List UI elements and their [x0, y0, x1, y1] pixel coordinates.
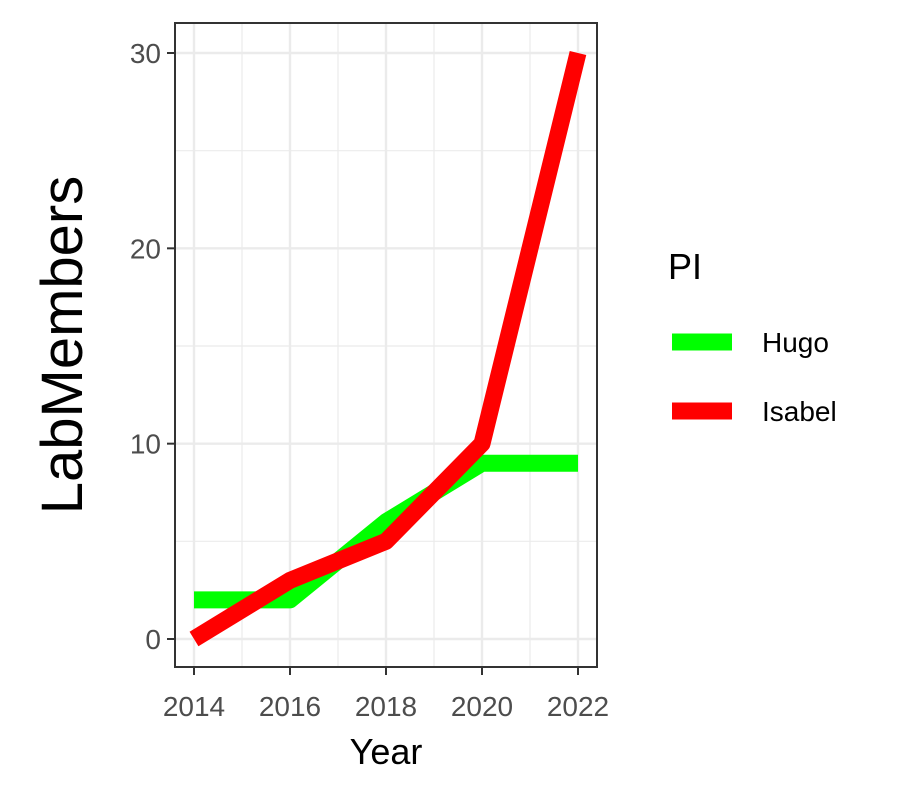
- x-tick-label: 2020: [451, 691, 513, 722]
- x-tick-label: 2016: [259, 691, 321, 722]
- legend-label-isabel: Isabel: [762, 396, 837, 427]
- series-line-isabel: [189, 50, 587, 647]
- y-axis-label: LabMembers: [30, 176, 95, 514]
- legend: PI Hugo Isabel: [668, 246, 837, 427]
- y-axis: 0 10 20 30: [130, 38, 175, 655]
- legend-label-hugo: Hugo: [762, 327, 829, 358]
- major-grid: [175, 23, 597, 667]
- x-axis-label: Year: [350, 731, 423, 772]
- x-axis: 2014 2016 2018 2020 2022: [163, 667, 609, 722]
- y-tick-label: 0: [145, 624, 161, 655]
- x-tick-label: 2014: [163, 691, 225, 722]
- x-tick-label: 2018: [355, 691, 417, 722]
- y-tick-label: 10: [130, 429, 161, 460]
- legend-title: PI: [668, 246, 702, 287]
- y-tick-label: 20: [130, 233, 161, 264]
- y-tick-label: 30: [130, 38, 161, 69]
- series-lines: [189, 50, 587, 647]
- x-tick-label: 2022: [547, 691, 609, 722]
